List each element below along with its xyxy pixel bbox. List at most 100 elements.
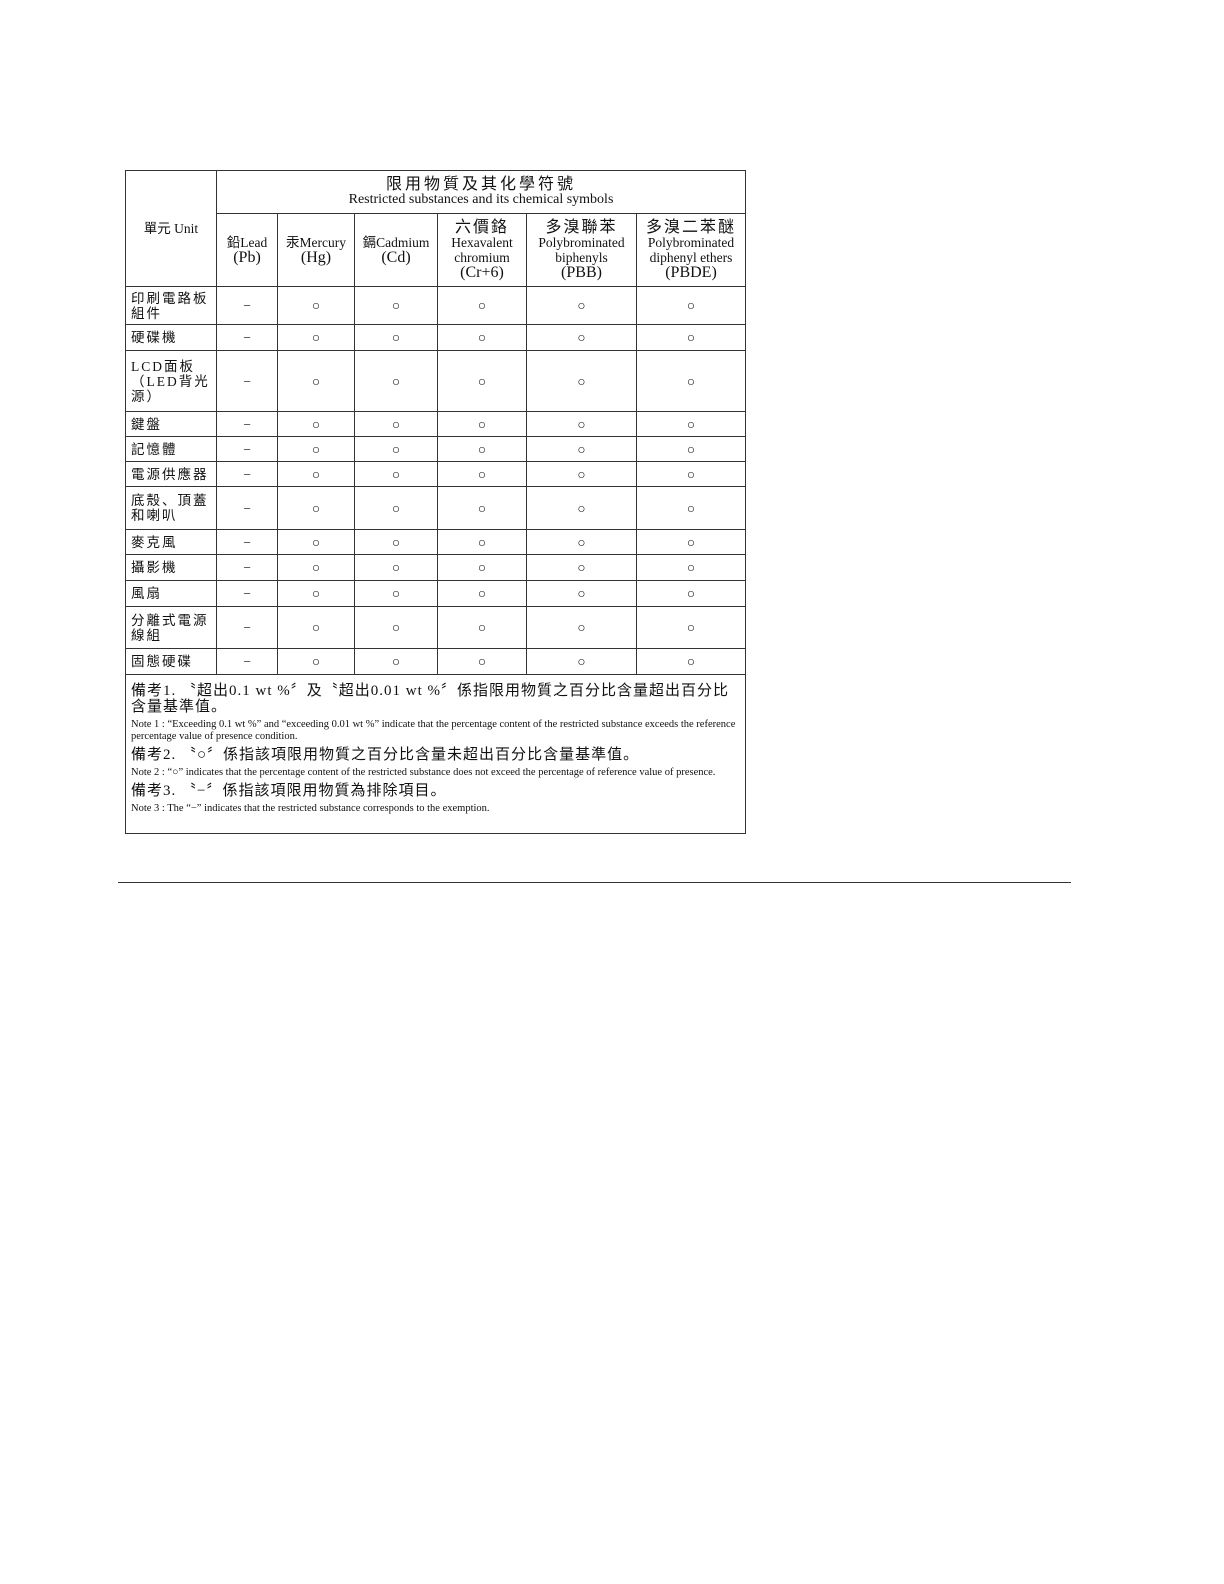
group-header-zh: 限用物質及其化學符號 — [385, 176, 576, 193]
note-zh: 備考1. 〝超出0.1 wt %〞及〝超出0.01 wt %〞係指限用物質之百分… — [131, 683, 729, 715]
row-label: 風扇 — [125, 580, 217, 607]
exemption-mark: − — [216, 580, 278, 607]
unit-header: 單元 Unit — [125, 170, 217, 287]
not-exceeding-mark: ○ — [277, 648, 355, 675]
row-label: 電源供應器 — [125, 461, 217, 487]
table-row: LCD面板（LED背光源） − ○ ○ ○ ○ ○ — [125, 350, 746, 412]
not-exceeding-mark: ○ — [354, 486, 438, 530]
not-exceeding-mark: ○ — [526, 648, 637, 675]
column-header-line: (PBDE) — [665, 264, 717, 281]
table-row: 攝影機 − ○ ○ ○ ○ ○ — [125, 554, 746, 581]
column-header-line: chromium — [454, 250, 510, 265]
column-header-line: 六價鉻 — [454, 219, 509, 236]
restricted-substances-table: 單元 Unit 限用物質及其化學符號 Restricted substances… — [125, 170, 746, 834]
not-exceeding-mark: ○ — [277, 411, 355, 437]
row-label: 記憶體 — [125, 436, 217, 462]
not-exceeding-mark: ○ — [437, 350, 527, 412]
not-exceeding-mark: ○ — [526, 324, 637, 351]
column-header-line: 汞Mercury — [286, 235, 346, 250]
not-exceeding-mark: ○ — [636, 554, 746, 581]
table-row: 麥克風 − ○ ○ ○ ○ ○ — [125, 529, 746, 555]
not-exceeding-mark: ○ — [526, 350, 637, 412]
column-header-line: (Cd) — [381, 249, 411, 266]
not-exceeding-mark: ○ — [277, 436, 355, 462]
row-label: 固態硬碟 — [125, 648, 217, 675]
column-header-line: 鎘Cadmium — [362, 235, 430, 250]
not-exceeding-mark: ○ — [526, 286, 637, 325]
table-row: 記憶體 − ○ ○ ○ ○ ○ — [125, 436, 746, 462]
not-exceeding-mark: ○ — [526, 554, 637, 581]
not-exceeding-mark: ○ — [437, 286, 527, 325]
not-exceeding-mark: ○ — [354, 436, 438, 462]
not-exceeding-mark: ○ — [277, 286, 355, 325]
not-exceeding-mark: ○ — [354, 554, 438, 581]
column-header: 鎘Cadmium (Cd) — [354, 213, 438, 287]
not-exceeding-mark: ○ — [354, 648, 438, 675]
column-header-line: Polybrominated — [538, 235, 625, 250]
table-row: 鍵盤 − ○ ○ ○ ○ ○ — [125, 411, 746, 437]
row-label: 鍵盤 — [125, 411, 217, 437]
table-row: 固態硬碟 − ○ ○ ○ ○ ○ — [125, 648, 746, 675]
exemption-mark: − — [216, 461, 278, 487]
not-exceeding-mark: ○ — [437, 324, 527, 351]
note-zh: 備考2. 〝○〞係指該項限用物質之百分比含量未超出百分比含量基準值。 — [131, 747, 640, 763]
note-en: Note 2 : “○” indicates that the percenta… — [131, 767, 716, 778]
not-exceeding-mark: ○ — [277, 350, 355, 412]
column-header-line: Hexavalent — [451, 235, 513, 250]
column-header-line: 多溴二苯醚 — [645, 219, 736, 236]
not-exceeding-mark: ○ — [636, 580, 746, 607]
not-exceeding-mark: ○ — [277, 606, 355, 649]
row-label: 分離式電源線組 — [125, 606, 217, 649]
not-exceeding-mark: ○ — [636, 606, 746, 649]
not-exceeding-mark: ○ — [437, 648, 527, 675]
not-exceeding-mark: ○ — [636, 411, 746, 437]
not-exceeding-mark: ○ — [636, 286, 746, 325]
row-label: LCD面板（LED背光源） — [125, 350, 217, 412]
not-exceeding-mark: ○ — [636, 461, 746, 487]
horizontal-rule — [118, 882, 1071, 883]
note-en: Note 1 : “Exceeding 0.1 wt %” and “excee… — [131, 719, 736, 742]
not-exceeding-mark: ○ — [437, 580, 527, 607]
not-exceeding-mark: ○ — [636, 436, 746, 462]
not-exceeding-mark: ○ — [526, 436, 637, 462]
exemption-mark: − — [216, 606, 278, 649]
not-exceeding-mark: ○ — [354, 606, 438, 649]
exemption-mark: − — [216, 554, 278, 581]
not-exceeding-mark: ○ — [526, 486, 637, 530]
not-exceeding-mark: ○ — [526, 529, 637, 555]
not-exceeding-mark: ○ — [526, 606, 637, 649]
not-exceeding-mark: ○ — [277, 529, 355, 555]
not-exceeding-mark: ○ — [354, 286, 438, 325]
column-header: 多溴聯苯 Polybrominated biphenyls (PBB) — [526, 213, 637, 287]
exemption-mark: − — [216, 436, 278, 462]
not-exceeding-mark: ○ — [636, 529, 746, 555]
table-row: 底殼、頂蓋和喇叭 − ○ ○ ○ ○ ○ — [125, 486, 746, 530]
exemption-mark: − — [216, 486, 278, 530]
not-exceeding-mark: ○ — [277, 461, 355, 487]
table-row: 風扇 − ○ ○ ○ ○ ○ — [125, 580, 746, 607]
row-label: 底殼、頂蓋和喇叭 — [125, 486, 217, 530]
not-exceeding-mark: ○ — [526, 580, 637, 607]
column-header-line: 多溴聯苯 — [545, 219, 618, 236]
column-header: 多溴二苯醚 Polybrominated diphenyl ethers (PBDE) — [636, 213, 746, 287]
column-header: 汞Mercury (Hg) — [277, 213, 355, 287]
exemption-mark: − — [216, 648, 278, 675]
column-header-line: diphenyl ethers — [649, 250, 733, 265]
column-header-line: Polybrominated — [647, 235, 735, 250]
column-header: 六價鉻 Hexavalent chromium (Cr+6) — [437, 213, 527, 287]
row-label: 硬碟機 — [125, 324, 217, 351]
exemption-mark: − — [216, 324, 278, 351]
table-row: 電源供應器 − ○ ○ ○ ○ ○ — [125, 461, 746, 487]
row-label: 印刷電路板組件 — [125, 286, 217, 325]
note-zh: 備考3. 〝−〞係指該項限用物質為排除項目。 — [131, 783, 447, 799]
column-header-line: (PBB) — [561, 264, 602, 281]
exemption-mark: − — [216, 286, 278, 325]
not-exceeding-mark: ○ — [437, 606, 527, 649]
note-en: Note 3 : The “−” indicates that the rest… — [131, 803, 490, 814]
column-header: 鉛Lead (Pb) — [216, 213, 278, 287]
exemption-mark: − — [216, 411, 278, 437]
not-exceeding-mark: ○ — [437, 436, 527, 462]
not-exceeding-mark: ○ — [354, 324, 438, 351]
row-label: 攝影機 — [125, 554, 217, 581]
not-exceeding-mark: ○ — [437, 411, 527, 437]
